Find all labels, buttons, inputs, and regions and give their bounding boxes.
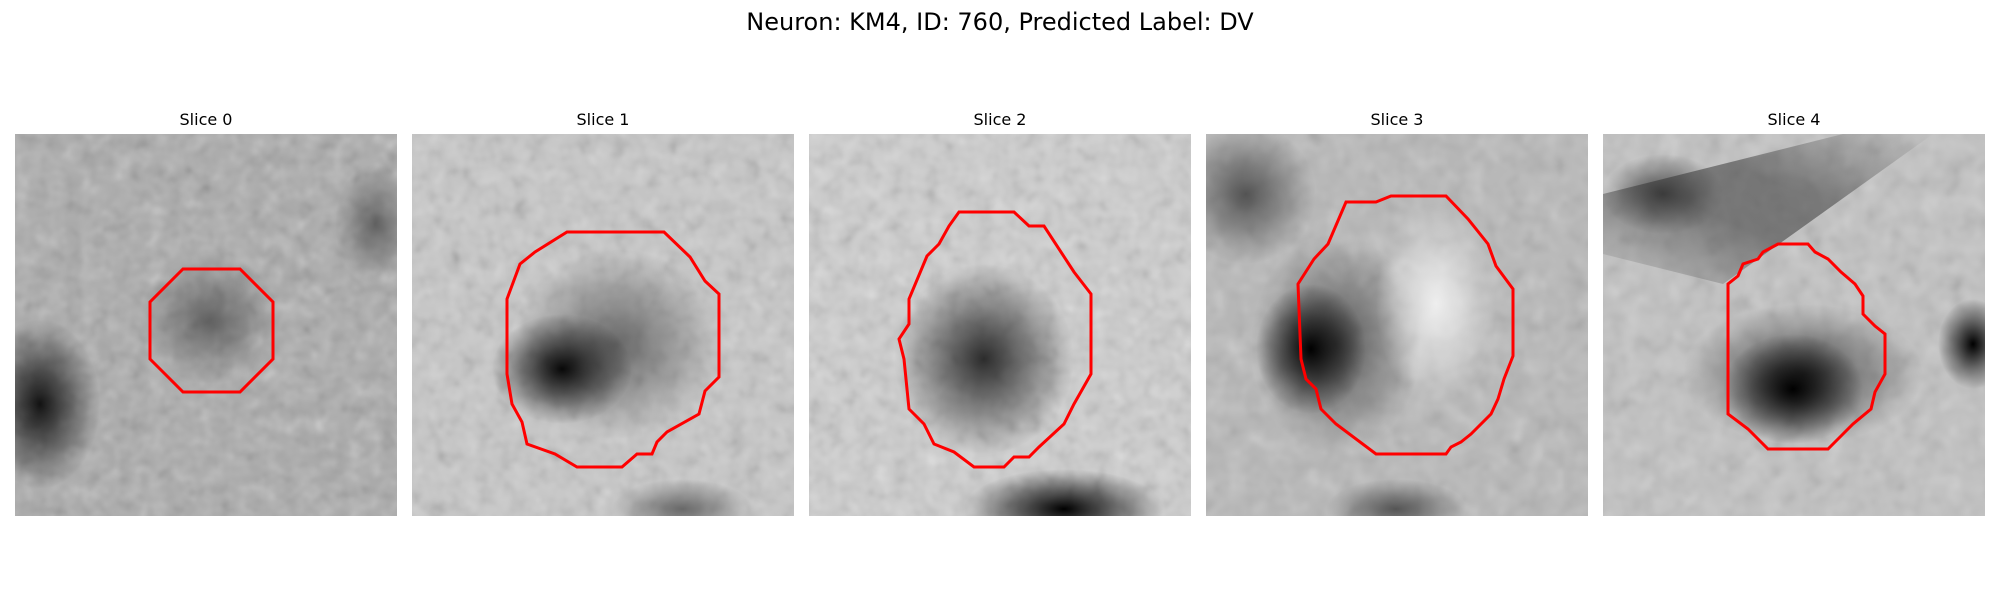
slice-title: Slice 2 bbox=[973, 110, 1027, 129]
slice-image bbox=[1603, 134, 1985, 516]
slice-panel-1: Slice 1 bbox=[412, 104, 794, 516]
slice-panel-2: Slice 2 bbox=[809, 104, 1191, 516]
cell-contour bbox=[897, 210, 1093, 469]
slice-panel-0: Slice 0 bbox=[15, 104, 397, 516]
cell-contour bbox=[1726, 242, 1887, 451]
figure-title: Neuron: KM4, ID: 760, Predicted Label: D… bbox=[746, 8, 1254, 36]
slice-panel-3: Slice 3 bbox=[1206, 104, 1588, 516]
slice-panel-4: Slice 4 bbox=[1603, 104, 1985, 516]
slice-image bbox=[15, 134, 397, 516]
slice-title: Slice 1 bbox=[576, 110, 630, 129]
slice-image bbox=[412, 134, 794, 516]
slice-image bbox=[1206, 134, 1588, 516]
slice-title: Slice 3 bbox=[1370, 110, 1424, 129]
cell-contour bbox=[148, 267, 275, 394]
cell-contour bbox=[1296, 194, 1515, 456]
slice-title: Slice 0 bbox=[179, 110, 233, 129]
slice-title: Slice 4 bbox=[1767, 110, 1821, 129]
slice-image bbox=[809, 134, 1191, 516]
cell-contour bbox=[505, 230, 721, 469]
